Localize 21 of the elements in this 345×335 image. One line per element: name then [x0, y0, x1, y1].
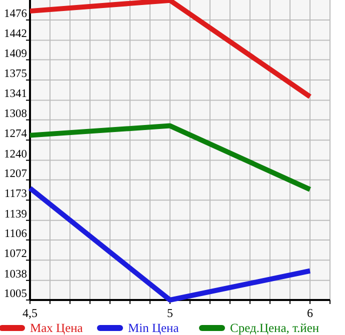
x-tick-label: 5: [167, 306, 173, 320]
y-tick-label: 1005: [4, 288, 28, 300]
y-tick-label: 1442: [4, 28, 28, 40]
y-tick-label: 1038: [4, 268, 28, 280]
legend-label: Min Цена: [128, 321, 180, 335]
y-tick-label: 1341: [4, 88, 28, 100]
y-tick-label: 1240: [4, 148, 28, 160]
legend-label: Сред.Цена, т.йен: [230, 321, 320, 335]
y-tick-label: 1106: [4, 228, 28, 240]
y-tick-label: 1375: [4, 68, 28, 80]
y-tick-label: 1072: [4, 248, 28, 260]
legend-label: Max Цена: [30, 321, 84, 335]
x-tick-label: 6: [307, 306, 313, 320]
y-tick-label: 1207: [4, 168, 28, 180]
y-tick-label: 1274: [4, 128, 28, 140]
y-tick-label: 1139: [4, 208, 28, 220]
y-tick-label: 1476: [4, 8, 28, 20]
x-tick-label: 4,5: [22, 306, 38, 320]
y-tick-label: 1173: [4, 188, 28, 200]
y-tick-label: 1308: [4, 108, 28, 120]
y-tick-label: 1409: [4, 48, 28, 60]
